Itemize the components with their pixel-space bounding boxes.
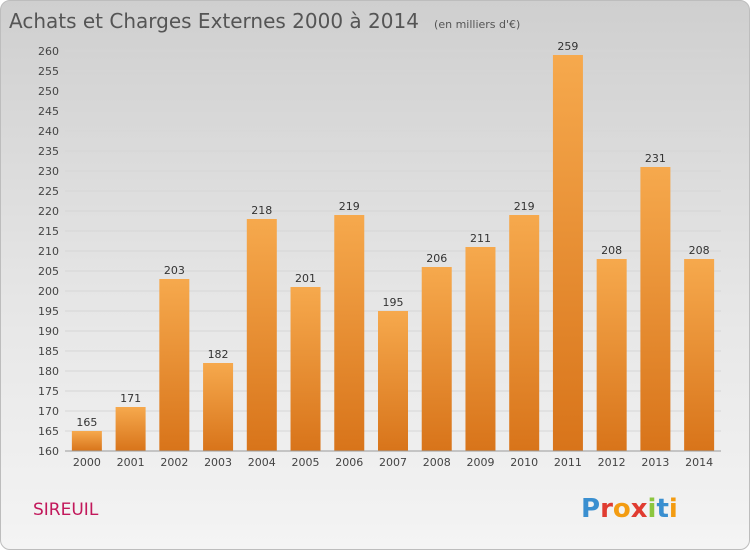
y-tick-label-245: 245 [38, 105, 59, 118]
y-tick-label-250: 250 [38, 85, 59, 98]
y-tick-label-235: 235 [38, 145, 59, 158]
bar-2010 [509, 215, 540, 451]
bar-2014 [684, 259, 715, 451]
x-tick-label-2000: 2000 [73, 456, 101, 469]
y-tick-label-185: 185 [38, 345, 59, 358]
proxiti-letter: r [600, 494, 613, 524]
x-tick-label-2014: 2014 [685, 456, 713, 469]
x-axis-ticks: 2000 2001 2002 2003 2004 2005 2006 2007 2008 2009… [73, 456, 713, 469]
x-tick-label-2004: 2004 [248, 456, 276, 469]
value-label-2000: 165 [76, 416, 97, 429]
value-label-2013: 231 [645, 152, 666, 165]
value-label-2006: 219 [339, 200, 360, 213]
x-tick-label-2001: 2001 [117, 456, 145, 469]
x-tick-label-2010: 2010 [510, 456, 538, 469]
y-axis-ticks: 160 165 170 175 180 185 190 195 200 205 210 215 220 2… [38, 45, 59, 458]
proxiti-letter: t [656, 494, 668, 524]
value-label-2004: 218 [251, 204, 272, 217]
x-tick-label-2011: 2011 [554, 456, 582, 469]
x-tick-label-2006: 2006 [335, 456, 363, 469]
bar-2007 [378, 311, 408, 451]
y-tick-label-170: 170 [38, 405, 59, 418]
x-tick-label-2007: 2007 [379, 456, 407, 469]
x-tick-label-2002: 2002 [160, 456, 188, 469]
town-name: SIREUIL [33, 500, 99, 520]
bar-2003 [203, 363, 234, 451]
bar-2002 [159, 279, 190, 451]
y-tick-label-255: 255 [38, 65, 59, 78]
bar-2009 [465, 247, 496, 451]
value-label-2003: 182 [208, 348, 229, 361]
y-tick-label-195: 195 [38, 305, 59, 318]
bar-2006 [334, 215, 365, 451]
y-tick-label-165: 165 [38, 425, 59, 438]
bar-2013 [640, 167, 671, 451]
bar-2000 [71, 431, 102, 451]
bar-2008 [421, 267, 452, 451]
value-label-2010: 219 [514, 200, 535, 213]
bar-2005 [290, 287, 321, 451]
proxiti-letter: P [581, 494, 600, 524]
bar-2011 [552, 55, 583, 451]
chart-title: Achats et Charges Externes 2000 à 2014 (… [9, 9, 520, 33]
x-tick-label-2005: 2005 [292, 456, 320, 469]
y-tick-label-220: 220 [38, 205, 59, 218]
y-tick-label-175: 175 [38, 385, 59, 398]
value-label-2014: 208 [689, 244, 710, 257]
y-tick-label-210: 210 [38, 245, 59, 258]
value-label-2002: 203 [164, 264, 185, 277]
y-tick-label-225: 225 [38, 185, 59, 198]
value-label-2005: 201 [295, 272, 316, 285]
proxiti-letter: x [631, 494, 648, 524]
value-label-2011: 259 [557, 40, 578, 53]
x-tick-label-2009: 2009 [466, 456, 494, 469]
proxiti-logo: Proxiti [581, 494, 678, 524]
y-tick-label-160: 160 [38, 445, 59, 458]
x-tick-label-2003: 2003 [204, 456, 232, 469]
y-tick-label-205: 205 [38, 265, 59, 278]
x-tick-label-2008: 2008 [423, 456, 451, 469]
bar-2004 [246, 219, 277, 451]
proxiti-letter: o [613, 494, 631, 524]
y-tick-label-215: 215 [38, 225, 59, 238]
value-label-2008: 206 [426, 252, 447, 265]
proxiti-letter: i [648, 494, 657, 524]
bars: 165 171 203 182 218 201 219 195 206 211 219 259 208 2… [71, 40, 715, 451]
y-tick-label-240: 240 [38, 125, 59, 138]
y-tick-label-190: 190 [38, 325, 59, 338]
x-tick-label-2012: 2012 [598, 456, 626, 469]
proxiti-letter: i [669, 494, 678, 524]
value-label-2009: 211 [470, 232, 491, 245]
value-label-2001: 171 [120, 392, 141, 405]
value-label-2012: 208 [601, 244, 622, 257]
y-tick-label-260: 260 [38, 45, 59, 58]
proxiti-wordmark: Proxiti [581, 494, 678, 524]
chart-title-main: Achats et Charges Externes 2000 à 2014 [9, 9, 419, 33]
bar-2012 [596, 259, 627, 451]
value-label-2007: 195 [383, 296, 404, 309]
y-tick-label-230: 230 [38, 165, 59, 178]
x-tick-label-2013: 2013 [641, 456, 669, 469]
chart-title-unit: (en milliers d'€) [434, 18, 520, 31]
y-tick-label-180: 180 [38, 365, 59, 378]
y-tick-label-200: 200 [38, 285, 59, 298]
bar-2001 [115, 407, 146, 451]
